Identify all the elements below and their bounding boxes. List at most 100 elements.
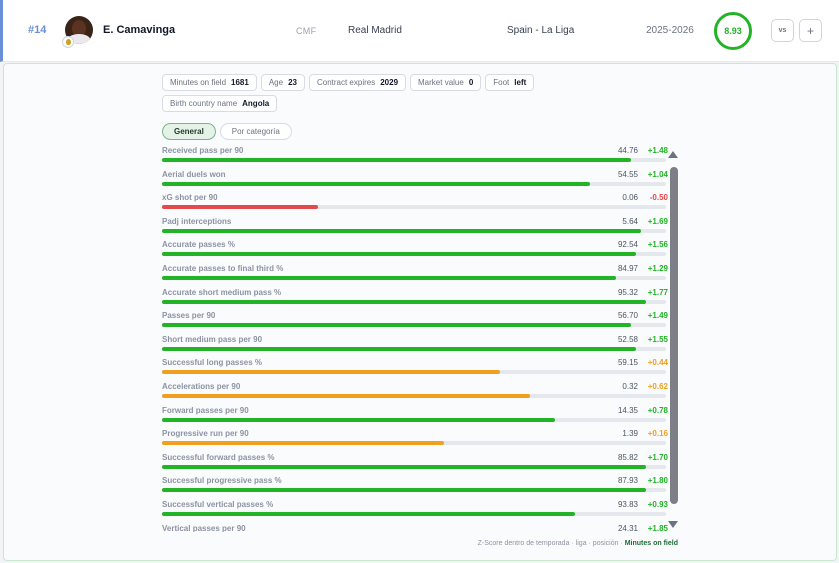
metric-value: 1.39 [622,429,638,439]
chip-label: Foot [493,78,510,87]
metric-label: Accurate passes to final third % [162,264,284,273]
metric-bar-track [162,276,666,280]
scroll-up-arrow-icon[interactable] [668,151,678,158]
metric-value: 56.70 [617,311,638,321]
metric-delta: +0.62 [647,382,668,391]
metric-label: Accurate passes % [162,240,235,250]
metric-row: Accelerations per 90 0.32 +0.62 [162,382,668,406]
metric-bar-track [162,417,666,422]
metric-value: 54.55 [617,169,638,179]
metric-delta: +1.85 [647,523,668,532]
player-detail-panel: Minutes on field 1681 Age 23 Contract ex… [3,63,837,561]
metric-bar-fill [162,346,636,351]
metric-value: 52.58 [617,334,638,344]
metric-row: Accurate passes % 92.54 +1.56 [162,240,668,264]
metric-bar-fill [162,394,530,398]
chip-contract: Contract expires 2029 [308,74,407,91]
metric-label: Received pass per 90 [162,146,244,155]
player-season: 2025-2026 [646,25,694,36]
add-player-button[interactable]: + [799,19,822,42]
metric-value: 0.06 [622,193,638,203]
metric-bar-track [162,488,666,493]
player-league: Spain - La Liga [507,25,575,36]
metric-bar-fill [162,276,616,280]
club-badge-icon [62,36,74,48]
scrollbar-thumb[interactable] [670,167,678,504]
player-team: Real Madrid [348,25,402,36]
metric-bar-track [162,299,666,304]
metric-value: 87.93 [617,476,638,486]
scroll-down-arrow-icon[interactable] [668,521,678,528]
metric-delta: +0.78 [647,405,668,415]
metric-label: Successful forward passes % [162,452,275,462]
metric-row: Aerial duels won 54.55 +1.04 [162,170,668,194]
metric-bar-track [162,512,666,516]
metric-row: xG shot per 90 0.06 -0.50 [162,193,668,217]
metric-bar-fill [162,181,590,186]
metric-row: Accurate passes to final third % 84.97 +1.… [162,264,668,288]
metric-delta: +1.55 [647,334,668,344]
metric-value: 95.32 [617,287,638,297]
metric-delta: +1.77 [647,287,668,297]
metric-bar-fill [162,441,444,446]
metric-label: xG shot per 90 [162,193,218,203]
metric-delta: +1.70 [647,452,668,462]
metric-bar-fill [162,512,575,516]
player-rank: #14 [28,24,47,36]
chip-label: Contract expires [316,78,376,87]
metric-value: 24.31 [617,523,638,532]
metric-label: Short medium pass per 90 [162,334,263,344]
chip-birth-country: Birth country name Angola [162,95,278,112]
chip-value: 2029 [380,78,399,87]
metric-delta: +0.44 [647,358,668,368]
metric-delta: +1.56 [647,240,668,250]
metric-delta: +1.69 [647,216,668,226]
metric-bar-track [162,158,666,162]
metric-value: 5.64 [622,216,638,226]
metric-value: 59.15 [617,358,638,368]
metric-delta: +1.80 [647,476,668,486]
metric-row: Accurate short medium pass % 95.32 +1.77 [162,288,668,312]
metric-bar-track [162,252,666,257]
metric-row: Successful forward passes % 85.82 +1.70 [162,453,668,477]
metric-row: Padj interceptions 5.64 +1.69 [162,217,668,241]
metric-delta: -0.50 [649,193,668,203]
metric-bar-track [162,441,666,446]
zscore-footnote: Z-Score dentro de temporada · liga · pos… [478,540,678,547]
metric-delta: +1.49 [647,311,668,321]
metric-value: 84.97 [617,264,638,273]
rating-ring: 8.93 [714,12,752,50]
chip-value: left [514,78,527,87]
chip-value: 23 [288,78,297,87]
metric-label: Passes per 90 [162,311,216,321]
metric-delta: +0.16 [647,429,668,439]
chip-label: Market value [418,78,464,87]
metric-delta: +0.93 [647,500,668,509]
metric-value: 92.54 [617,240,638,250]
metric-bar-fill [162,417,555,422]
metric-bar-track [162,228,666,233]
metrics-list[interactable]: Received pass per 90 44.76 +1.48 Aerial due… [162,146,668,532]
metric-row: Successful long passes % 59.15 +0.44 [162,358,668,382]
metric-value: 93.83 [617,500,638,509]
tab-general[interactable]: General [162,123,216,140]
metric-delta: +1.48 [647,146,668,155]
metric-row: Vertical passes per 90 24.31 +1.85 [162,524,668,532]
player-name[interactable]: E. Camavinga [103,24,176,36]
player-row-header[interactable]: #14 E. Camavinga CMF Real Madrid Spain -… [0,0,839,62]
footnote-text: Z-Score dentro de temporada · liga · pos… [477,540,625,547]
metric-bar-fill [162,205,318,210]
tab-por-categoria[interactable]: Por categoría [219,123,292,140]
metric-label: Padj interceptions [162,216,232,226]
metric-label: Accurate short medium pass % [162,287,282,297]
chip-label: Birth country name [170,99,238,108]
metric-row: Successful progressive pass % 87.93 +1.80 [162,476,668,500]
metric-bar-track [162,346,666,351]
metric-bar-fill [162,488,646,493]
compare-vs-button[interactable]: vs [771,19,794,42]
metric-label: Successful vertical passes % [162,500,274,509]
metric-label: Aerial duels won [162,169,226,179]
metric-label: Progressive run per 90 [162,429,249,439]
metric-delta: +1.29 [647,264,668,273]
metric-row: Received pass per 90 44.76 +1.48 [162,146,668,170]
